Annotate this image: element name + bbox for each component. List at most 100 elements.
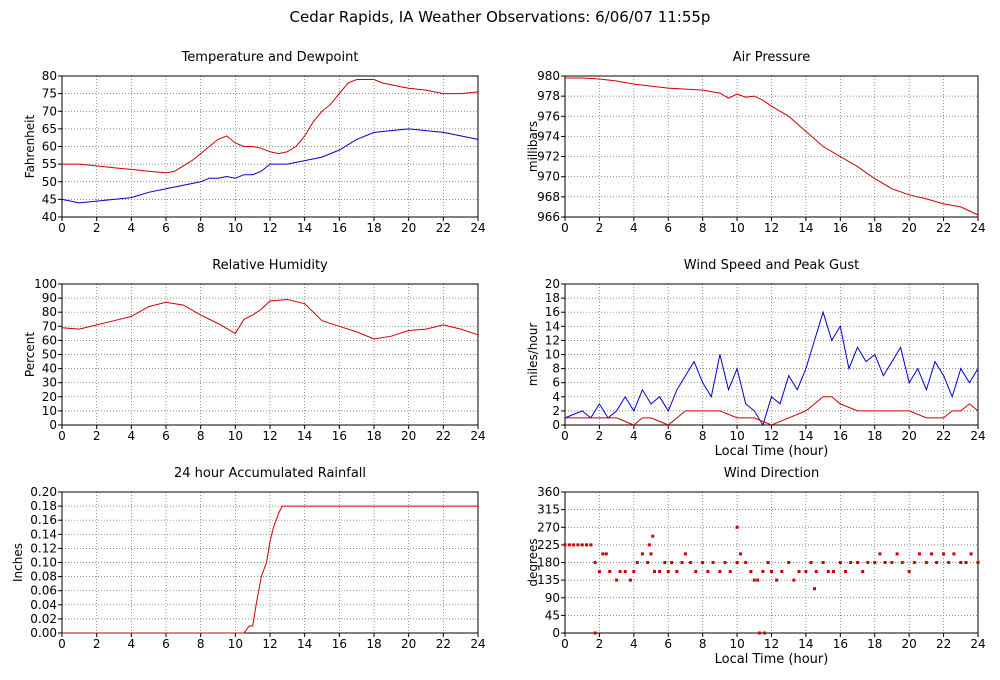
data-point (797, 570, 801, 574)
data-point (883, 561, 887, 564)
x-tick-label: 24 (470, 637, 485, 651)
x-tick-label: 0 (561, 221, 569, 235)
y-tick-label: 2 (552, 404, 560, 418)
x-tick-label: 4 (128, 637, 136, 651)
data-point (649, 552, 653, 556)
data-point (739, 552, 743, 556)
y-tick-label: 40 (42, 362, 57, 376)
x-tick-label: 10 (228, 637, 243, 651)
data-point (728, 570, 732, 574)
data-point (770, 570, 773, 574)
y-tick-label: 55 (42, 157, 57, 171)
y-tick-label: 0 (552, 418, 560, 432)
data-point (701, 561, 705, 564)
y-tick-label: 90 (545, 591, 560, 605)
data-point (640, 552, 644, 556)
x-tick-label: 0 (58, 221, 66, 235)
data-point (849, 561, 853, 564)
data-point (900, 561, 904, 564)
x-tick-label: 18 (867, 637, 882, 651)
data-point (608, 570, 612, 574)
x-tick-label: 8 (699, 637, 707, 651)
data-point (890, 561, 894, 564)
x-tick-label: 16 (833, 221, 848, 235)
series-line-0 (565, 77, 979, 216)
y-tick-label: 976 (537, 109, 560, 123)
x-tick-label: 8 (197, 429, 205, 443)
x-tick-label: 4 (630, 429, 638, 443)
y-tick-label: 8 (552, 362, 560, 376)
data-point (780, 570, 784, 574)
data-point (964, 561, 968, 564)
chart-title: Wind Direction (724, 466, 820, 481)
data-point (647, 543, 651, 547)
data-point (809, 561, 813, 564)
x-tick-label: 6 (664, 637, 672, 651)
x-tick-label: 16 (833, 429, 848, 443)
series-line-1 (61, 128, 479, 204)
data-point (670, 561, 674, 564)
data-point (775, 578, 779, 582)
y-tick-label: 980 (537, 69, 560, 83)
data-point (585, 543, 589, 547)
data-point (792, 578, 796, 582)
x-tick-label: 20 (902, 429, 917, 443)
data-point (675, 570, 679, 574)
y-axis-label: degrees (526, 538, 540, 586)
y-tick-label: 0 (552, 626, 560, 640)
x-tick-label: 12 (764, 637, 779, 651)
y-tick-label: 50 (42, 175, 57, 189)
x-tick-label: 2 (596, 221, 604, 235)
data-point (563, 543, 567, 547)
x-tick-label: 4 (630, 221, 638, 235)
y-axis-label: Fahrenheit (23, 114, 37, 178)
data-point (666, 570, 670, 574)
data-point (576, 543, 580, 547)
x-axis-label: Local Time (hour) (715, 444, 829, 459)
data-point (663, 561, 667, 564)
x-tick-label: 20 (902, 637, 917, 651)
x-tick-label: 12 (262, 221, 277, 235)
y-axis-label: miles/hour (526, 323, 540, 387)
data-point (683, 552, 687, 556)
y-tick-label: 0 (49, 418, 57, 432)
data-point (976, 561, 980, 564)
data-point (632, 570, 636, 574)
y-tick-label: 0.08 (30, 570, 57, 584)
data-point (623, 570, 627, 574)
data-point (718, 570, 722, 574)
data-point (706, 570, 710, 574)
y-tick-label: 10 (42, 404, 57, 418)
y-tick-label: 80 (42, 305, 57, 319)
y-axis-label: millibars (526, 121, 540, 172)
data-point (952, 552, 956, 556)
series-line-1 (565, 396, 979, 426)
x-tick-label: 12 (262, 429, 277, 443)
x-tick-label: 8 (699, 221, 707, 235)
x-tick-label: 4 (128, 429, 136, 443)
x-tick-label: 16 (833, 637, 848, 651)
x-tick-label: 6 (162, 221, 170, 235)
data-point (689, 561, 693, 564)
y-tick-label: 75 (42, 87, 57, 101)
x-tick-label: 2 (93, 429, 101, 443)
x-tick-label: 14 (297, 429, 312, 443)
x-tick-label: 0 (561, 637, 569, 651)
x-tick-label: 10 (729, 429, 744, 443)
data-point (749, 570, 753, 574)
data-point (752, 578, 756, 582)
data-point (873, 561, 877, 564)
data-point (735, 525, 739, 529)
x-tick-label: 18 (366, 221, 381, 235)
data-point (861, 570, 865, 574)
x-tick-label: 4 (630, 637, 638, 651)
data-point (597, 570, 601, 574)
x-tick-label: 16 (332, 221, 347, 235)
data-point (628, 578, 632, 582)
data-point (924, 561, 928, 564)
y-tick-label: 4 (552, 390, 560, 404)
data-point (723, 561, 727, 564)
y-tick-label: 974 (537, 129, 560, 143)
